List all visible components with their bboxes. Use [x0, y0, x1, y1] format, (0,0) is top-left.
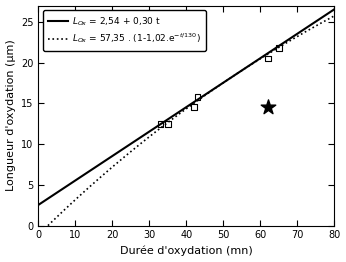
- Point: [195, 95, 200, 99]
- $L_{Ox}$ = 57,35 . (1-1,02.e$^{-t/130}$): [239, 69, 244, 72]
- $L_{Ox}$ = 2,54 + 0,30 t: [239, 69, 244, 72]
- $L_{Ox}$ = 57,35 . (1-1,02.e$^{-t/130}$): [272, 48, 276, 52]
- $L_{Ox}$ = 2,54 + 0,30 t: [332, 8, 336, 11]
- $L_{Ox}$ = 2,54 + 0,30 t: [167, 117, 171, 120]
- X-axis label: Durée d'oxydation (mn): Durée d'oxydation (mn): [120, 246, 253, 256]
- $L_{Ox}$ = 2,54 + 0,30 t: [272, 47, 276, 50]
- $L_{Ox}$ = 2,54 + 0,30 t: [156, 124, 160, 127]
- $L_{Ox}$ = 57,35 . (1-1,02.e$^{-t/130}$): [167, 120, 171, 123]
- $L_{Ox}$ = 2,54 + 0,30 t: [36, 203, 40, 206]
- $L_{Ox}$ = 2,54 + 0,30 t: [267, 51, 271, 54]
- $L_{Ox}$ = 2,54 + 0,30 t: [66, 183, 71, 187]
- Point: [191, 105, 197, 110]
- Legend: $L_{Ox}$ = 2,54 + 0,30 t, $L_{Ox}$ = 57,35 . (1-1,02.e$^{-t/130}$): $L_{Ox}$ = 2,54 + 0,30 t, $L_{Ox}$ = 57,…: [43, 10, 206, 51]
- Point: [265, 56, 271, 61]
- $L_{Ox}$ = 57,35 . (1-1,02.e$^{-t/130}$): [267, 52, 271, 55]
- Point: [265, 105, 271, 110]
- Line: $L_{Ox}$ = 2,54 + 0,30 t: $L_{Ox}$ = 2,54 + 0,30 t: [38, 9, 334, 205]
- Line: $L_{Ox}$ = 57,35 . (1-1,02.e$^{-t/130}$): $L_{Ox}$ = 57,35 . (1-1,02.e$^{-t/130}$): [38, 16, 334, 235]
- $L_{Ox}$ = 57,35 . (1-1,02.e$^{-t/130}$): [36, 233, 40, 236]
- $L_{Ox}$ = 57,35 . (1-1,02.e$^{-t/130}$): [66, 204, 71, 208]
- $L_{Ox}$ = 57,35 . (1-1,02.e$^{-t/130}$): [332, 14, 336, 18]
- Y-axis label: Longueur d'oxydation (µm): Longueur d'oxydation (µm): [6, 40, 16, 192]
- Point: [165, 122, 171, 126]
- Point: [158, 122, 163, 126]
- $L_{Ox}$ = 57,35 . (1-1,02.e$^{-t/130}$): [156, 128, 160, 132]
- Point: [276, 46, 282, 50]
